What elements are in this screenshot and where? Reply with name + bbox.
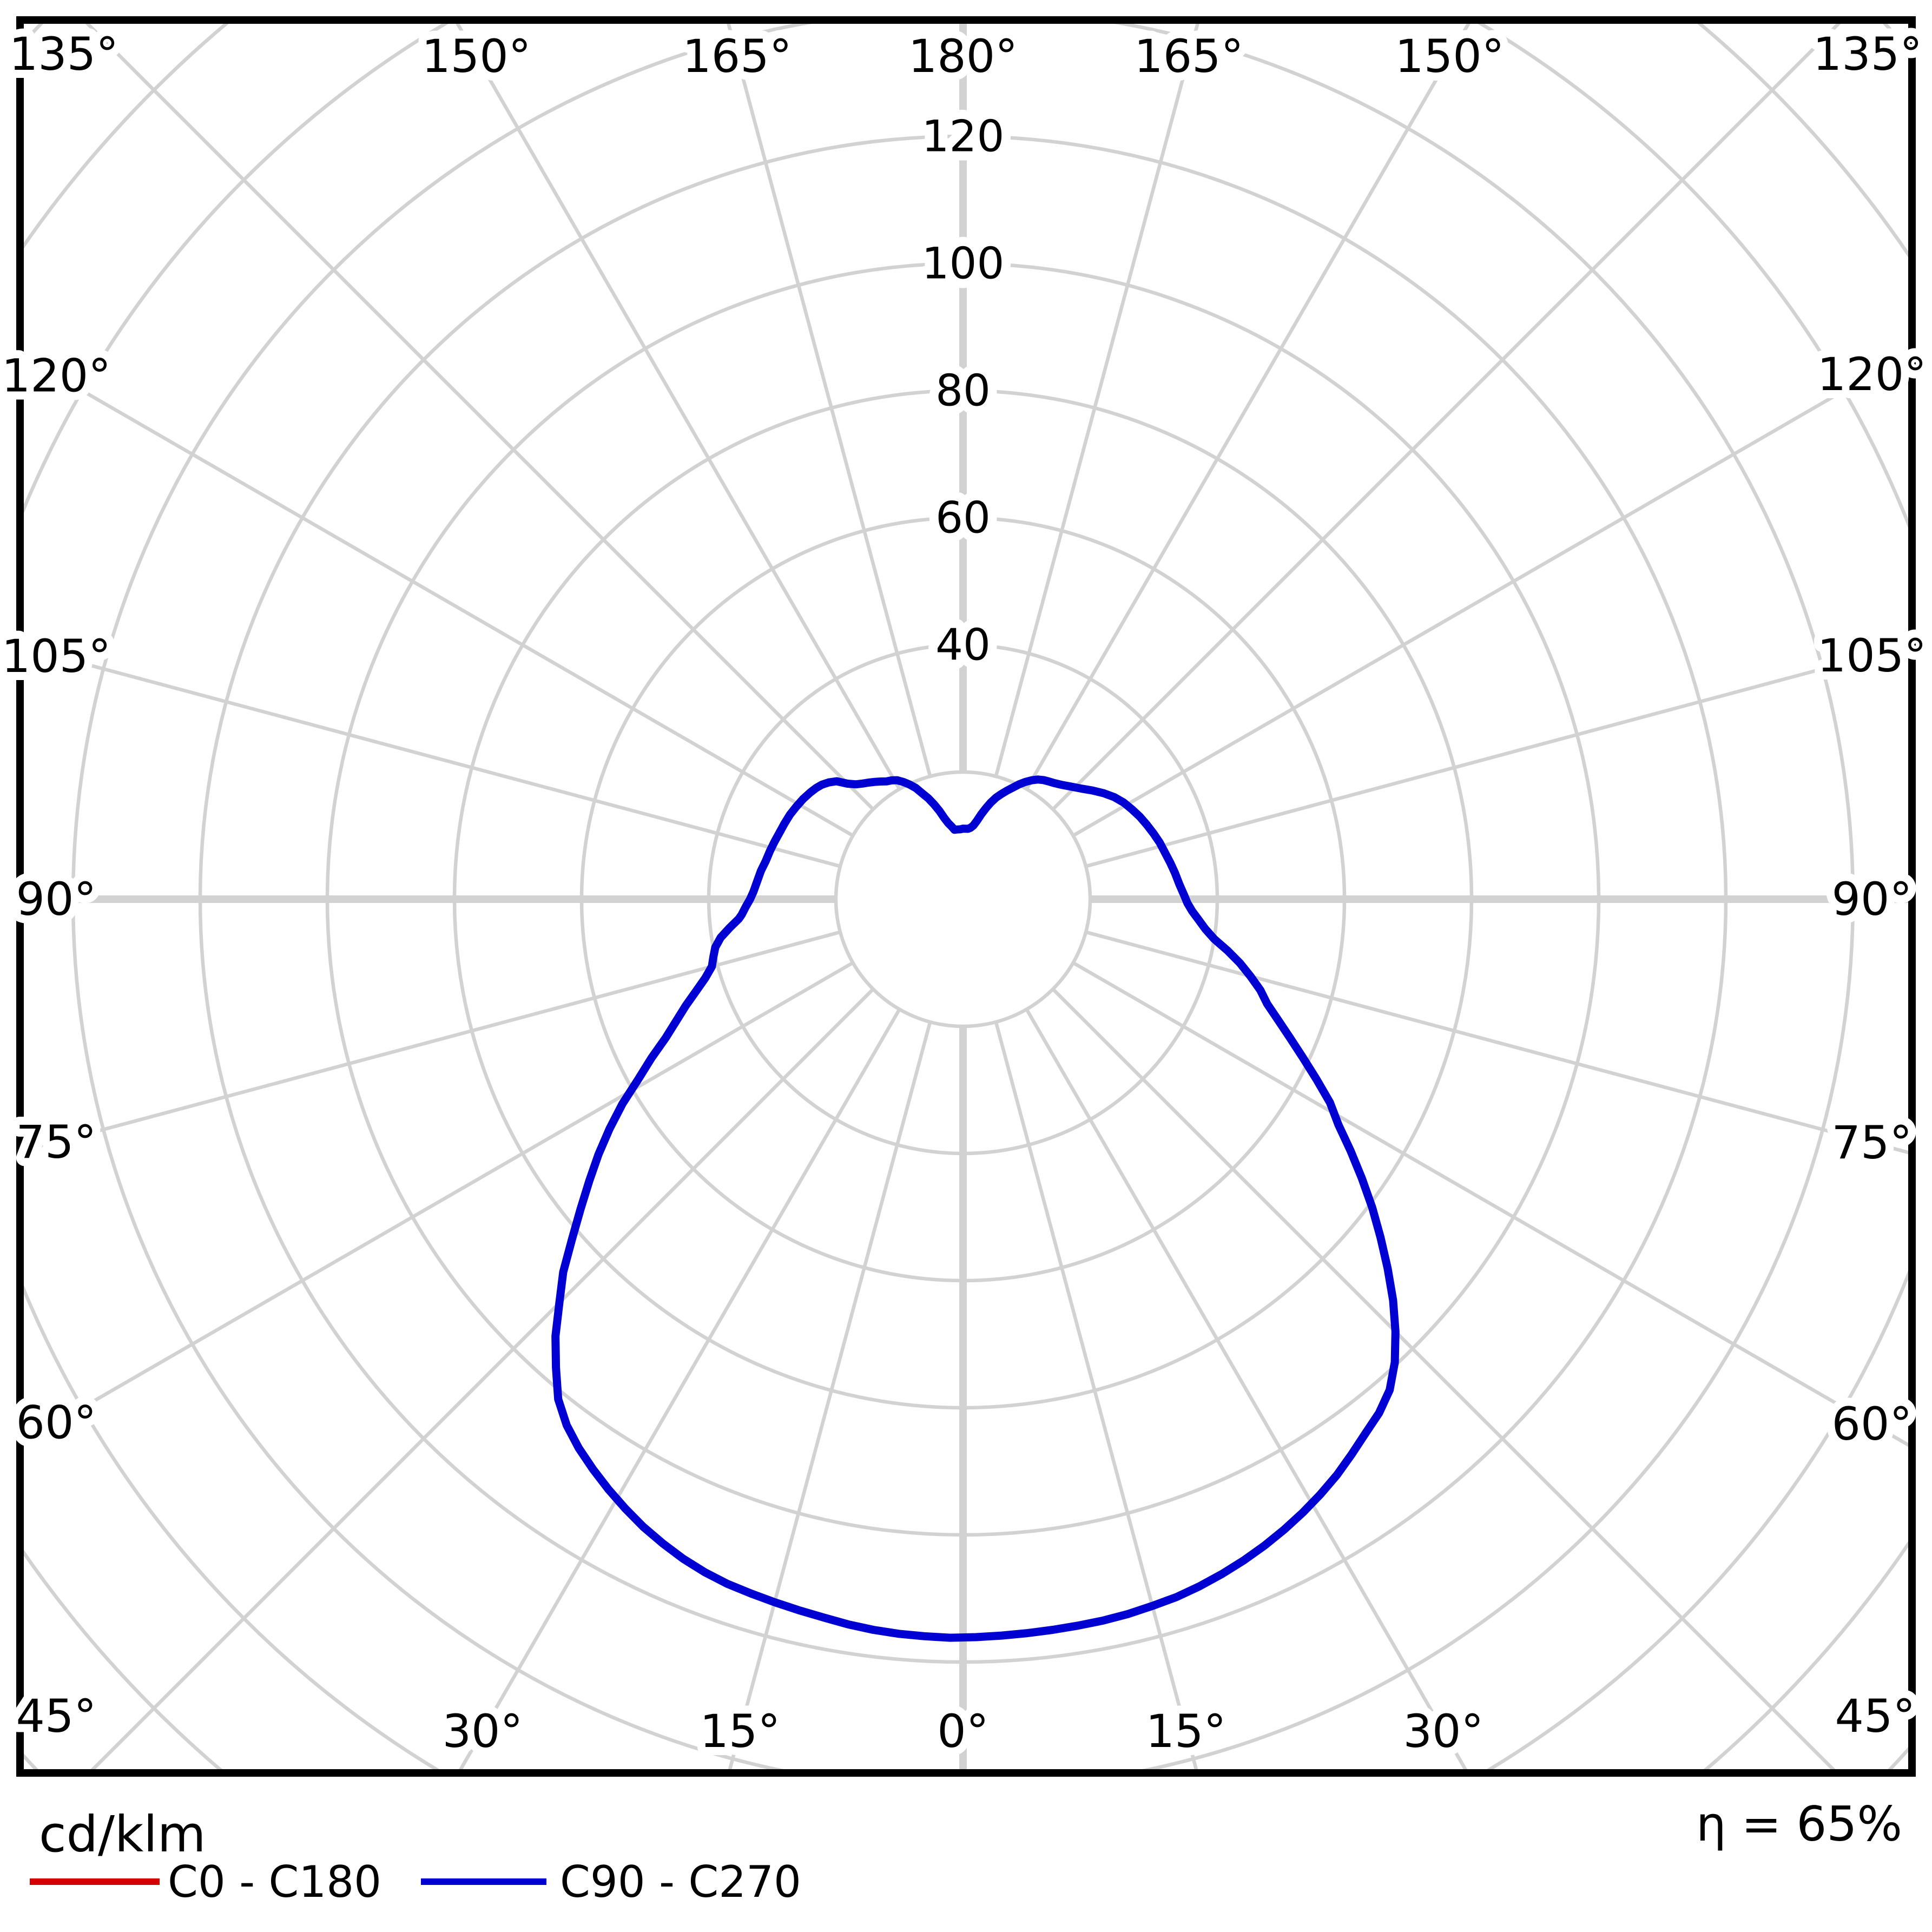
ring-value-label: 60 <box>935 493 991 543</box>
angle-label-R0: 0° <box>937 1705 988 1758</box>
grid-spoke-345 <box>728 1021 932 1769</box>
angle-label-R135: 135° <box>1813 28 1922 81</box>
angle-label-L150: 150° <box>421 30 531 83</box>
ring-value-label: 120 <box>922 111 1005 162</box>
legend-label-c90-c270: C90 - C270 <box>560 1857 801 1907</box>
grid-spoke-300 <box>24 961 854 1444</box>
angle-label-R105: 105° <box>1817 629 1927 682</box>
ring-value-label: 40 <box>935 620 991 670</box>
label-layer: 40 60 80 100 120 135° 150° 165° 180° 165° 150° 135°… <box>0 19 1932 1766</box>
grid-spoke-330 <box>458 1008 901 1769</box>
angle-label-R90: 90° <box>1832 873 1913 926</box>
curve-c90-c270 <box>551 775 1400 1642</box>
grid-spoke-120 <box>1072 351 1908 838</box>
angle-label-L30: 30° <box>443 1705 523 1758</box>
grid-spoke-195 <box>727 24 932 777</box>
legend: C0 - C180 C90 - C270 <box>30 1857 801 1907</box>
angle-label-R180: 180° <box>908 30 1018 83</box>
ring-value-label: 80 <box>935 366 991 416</box>
angle-label-R60: 60° <box>1832 1397 1913 1450</box>
grid-spoke-285 <box>24 930 841 1153</box>
angle-label-R45: 45° <box>1835 1690 1916 1743</box>
angle-label-L75: 75° <box>16 1116 97 1169</box>
grid-spoke-315 <box>90 987 875 1769</box>
grid-spoke-240 <box>24 354 854 838</box>
legend-label-c0-c180: C0 - C180 <box>168 1857 381 1907</box>
angle-label-L120: 120° <box>2 349 111 402</box>
angle-label-L165: 165° <box>682 30 792 83</box>
angle-label-R75: 75° <box>1832 1116 1913 1169</box>
angle-label-L105: 105° <box>2 630 111 683</box>
grid-spoke-30 <box>1025 1008 1468 1769</box>
angle-label-L90: 90° <box>16 873 97 926</box>
grid-spoke-75 <box>1085 930 1908 1155</box>
grid-spoke-105 <box>1085 644 1908 868</box>
angle-label-L135: 135° <box>9 28 118 81</box>
angle-label-L60: 60° <box>16 1396 97 1449</box>
angle-label-L15: 15° <box>700 1705 780 1758</box>
efficiency-label: η = 65% <box>1696 1796 1902 1852</box>
grid-spoke-225 <box>85 24 875 811</box>
curve-layer <box>551 775 1400 1642</box>
grid-spoke-150 <box>1025 24 1471 790</box>
grid-spoke-15 <box>994 1021 1198 1769</box>
grid-spoke-135 <box>1051 24 1841 811</box>
angle-label-R120: 120° <box>1817 348 1927 401</box>
angle-label-R15: 15° <box>1146 1705 1227 1758</box>
grid-spoke-210 <box>456 24 901 790</box>
grid-spoke-60 <box>1072 961 1908 1447</box>
grid-spoke-45 <box>1051 987 1836 1769</box>
angle-label-L45: 45° <box>16 1690 97 1743</box>
ring-value-label: 100 <box>922 239 1005 289</box>
grid-spoke-165 <box>994 24 1199 777</box>
angle-label-R30: 30° <box>1403 1705 1484 1758</box>
angle-label-R165: 165° <box>1134 30 1243 83</box>
units-label: cd/klm <box>39 1805 206 1863</box>
grid-spoke-255 <box>24 645 841 868</box>
angle-label-R150: 150° <box>1395 30 1504 83</box>
